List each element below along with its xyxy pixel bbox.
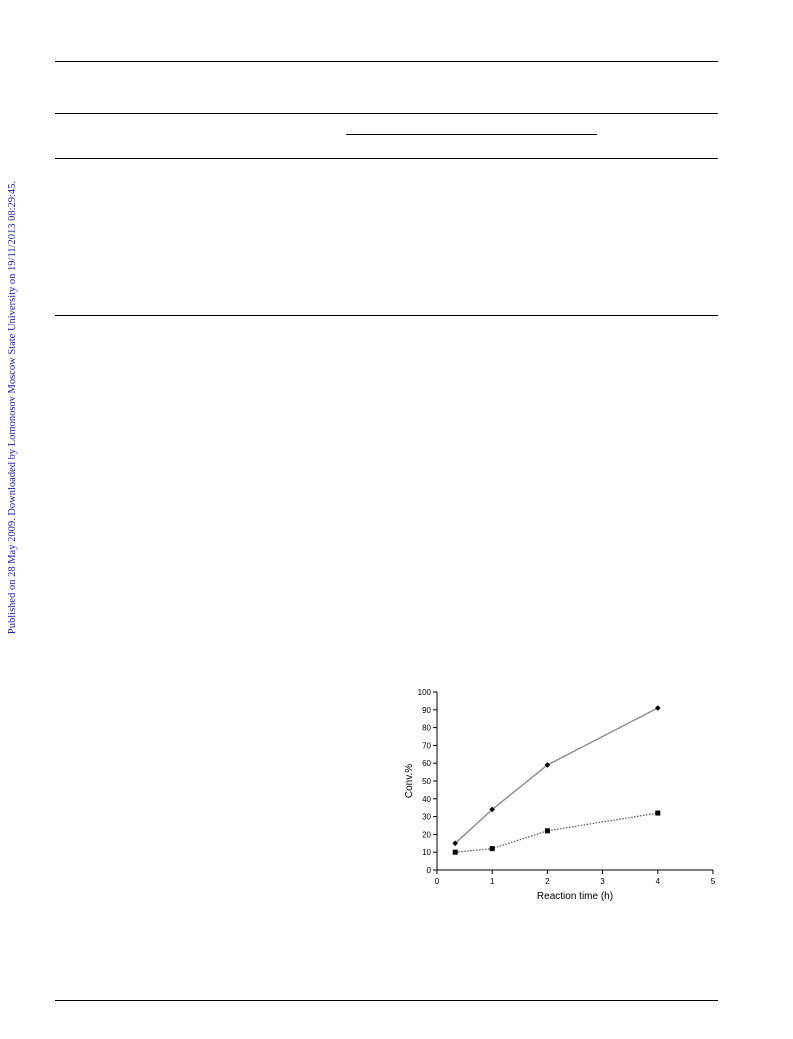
y-tick-label: 90 (422, 706, 431, 715)
conversion-chart: 0 10 20 30 40 50 60 70 80 90 100 0 1 2 3 4 5 Reaction tim… (404, 688, 716, 902)
table-top-rule (55, 61, 718, 62)
download-watermark: Published on 28 May 2009. Downloaded by … (4, 180, 22, 635)
series-1-point (544, 762, 551, 768)
table-header-rule (55, 113, 718, 114)
x-tick-label: 2 (545, 877, 550, 886)
y-axis-label: Conv.% (404, 764, 415, 798)
x-tick-label: 0 (435, 877, 440, 886)
page-footer-rule (55, 1000, 718, 1001)
y-tick-label: 20 (422, 830, 431, 839)
y-tick-label: 0 (427, 866, 432, 875)
y-tick-label: 50 (422, 777, 431, 786)
series-2-line (455, 812, 658, 853)
series-1-point (655, 705, 661, 711)
series-2-point (544, 828, 550, 834)
table-bottom-rule (55, 315, 718, 316)
series-2-point (489, 846, 495, 852)
series-1-line (454, 707, 659, 844)
series-1-point (489, 806, 495, 813)
y-tick-label: 70 (422, 741, 431, 750)
series-2-point (452, 849, 458, 855)
y-tick-label: 60 (422, 759, 431, 768)
table-column-group-rule (346, 134, 597, 135)
table-body-rule (55, 158, 718, 159)
x-tick-label: 4 (656, 877, 661, 886)
y-tick-label: 30 (422, 813, 431, 822)
y-tick-label: 100 (418, 688, 432, 697)
series-2-point (655, 810, 661, 816)
series-1-point (452, 840, 459, 847)
x-tick-label: 1 (490, 877, 495, 886)
y-tick-label: 80 (422, 724, 431, 733)
x-tick-label: 5 (711, 877, 716, 886)
y-tick-label: 40 (422, 795, 431, 804)
y-tick-label: 10 (422, 848, 431, 857)
x-tick-label: 3 (600, 877, 605, 886)
watermark-text: Published on 28 May 2009. Downloaded by … (7, 180, 18, 635)
x-axis-label: Reaction time (h) (537, 891, 613, 902)
